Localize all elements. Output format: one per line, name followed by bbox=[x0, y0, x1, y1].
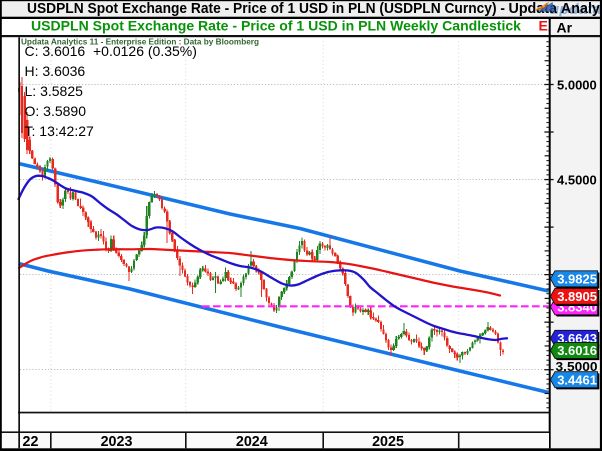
svg-text:4.5000: 4.5000 bbox=[557, 172, 597, 187]
svg-text:3.6016: 3.6016 bbox=[557, 343, 597, 358]
svg-text:T: 13:42:27: T: 13:42:27 bbox=[25, 123, 94, 139]
svg-text:3.8905: 3.8905 bbox=[557, 289, 597, 304]
svg-text:USDPLN Spot Exchange Rate - Pr: USDPLN Spot Exchange Rate - Price of 1 U… bbox=[31, 18, 521, 33]
svg-text:3.9825: 3.9825 bbox=[557, 272, 597, 287]
svg-text:22: 22 bbox=[23, 434, 39, 450]
svg-text:2025: 2025 bbox=[372, 434, 404, 450]
svg-text:updata: updata bbox=[550, 2, 602, 18]
svg-text:5.0000: 5.0000 bbox=[557, 77, 597, 92]
svg-text:USDPLN Spot Exchange Rate - Pr: USDPLN Spot Exchange Rate - Price of 1 U… bbox=[27, 1, 505, 17]
svg-text:O: 3.5890: O: 3.5890 bbox=[25, 103, 87, 119]
svg-text:2023: 2023 bbox=[101, 434, 133, 450]
svg-text:EX: EX bbox=[539, 17, 558, 33]
svg-text:L: 3.5825: L: 3.5825 bbox=[25, 83, 84, 99]
svg-text:3.4461: 3.4461 bbox=[557, 373, 597, 388]
svg-text:H: 3.6036: H: 3.6036 bbox=[25, 63, 86, 79]
svg-text:C: 3.6016 +0.0126 (0.35%): C: 3.6016 +0.0126 (0.35%) bbox=[25, 43, 197, 59]
svg-text:3.5000: 3.5000 bbox=[556, 359, 598, 374]
svg-text:Updata Analytics 11 - Enterpri: Updata Analytics 11 - Enterprise Edition… bbox=[21, 37, 259, 46]
svg-text:Updata Analytics: Updata Analytics bbox=[509, 1, 602, 17]
svg-text:2024: 2024 bbox=[236, 434, 268, 450]
svg-text:Ar: Ar bbox=[557, 20, 573, 36]
